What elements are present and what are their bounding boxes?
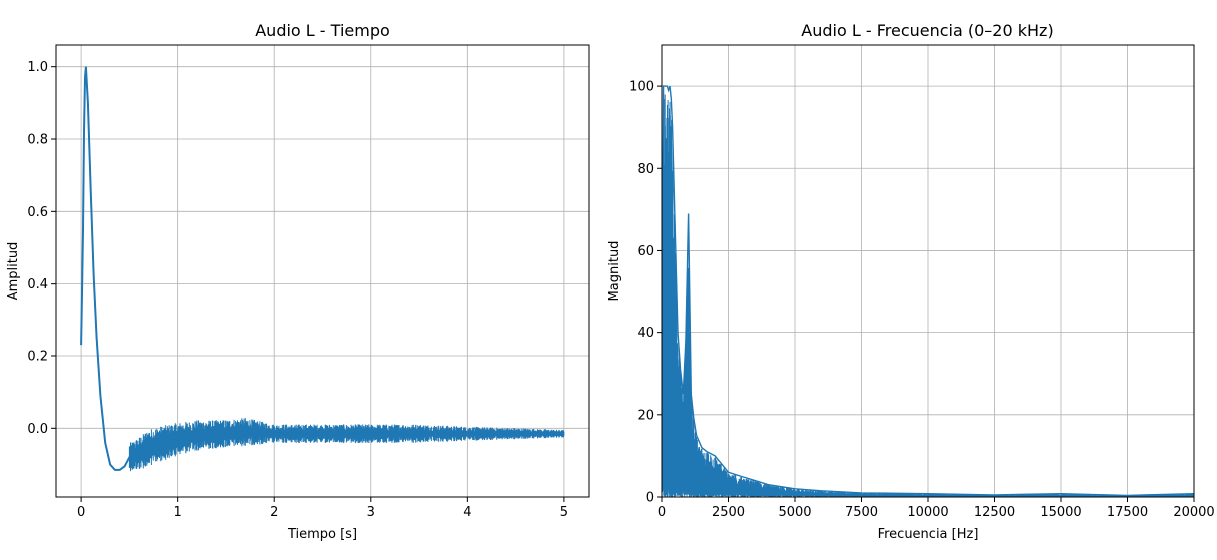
time-xtick-label: 5 [560, 505, 568, 520]
time-xtick-label: 0 [77, 505, 85, 520]
time-plot-frame [55, 44, 590, 498]
frequency-xtick-label: 2500 [712, 505, 745, 520]
time-ylabel: Amplitud [6, 242, 21, 301]
frequency-xlabel: Frecuencia [Hz] [878, 527, 979, 542]
time-series-group [80, 66, 565, 472]
frequency-chart-title: Audio L - Frecuencia (0–20 kHz) [801, 21, 1053, 40]
frequency-ytick-label: 20 [637, 408, 654, 423]
time-ytick-label: 0.6 [27, 205, 48, 220]
time-xtick-label: 4 [463, 505, 471, 520]
frequency-series-group [662, 85, 1194, 497]
frequency-xtick-label: 12500 [974, 505, 1015, 520]
frequency-spectrum-band [662, 93, 1194, 497]
frequency-xtick-label: 15000 [1040, 505, 1081, 520]
time-series-line [80, 66, 564, 471]
time-xtick-label: 3 [367, 505, 375, 520]
time-ytick-label: 0.0 [27, 422, 48, 437]
frequency-xtick-label: 5000 [778, 505, 811, 520]
time-xtick-label: 2 [270, 505, 278, 520]
frequency-xtick-label: 20000 [1173, 505, 1214, 520]
frequency-ytick-label: 0 [646, 491, 654, 506]
frequency-chart: Audio L - Frecuencia (0–20 kHz) 0 2500 500… [607, 21, 1215, 542]
frequency-ytick-label: 100 [629, 80, 654, 95]
time-xtick-label: 1 [174, 505, 182, 520]
frequency-xtick-label: 0 [658, 505, 666, 520]
time-ytick-label: 1.0 [27, 60, 48, 75]
frequency-ytick-label: 60 [637, 244, 654, 259]
time-xlabel: Tiempo [s] [287, 527, 357, 542]
time-ticks: 0 1 2 3 4 5 0.0 0.2 0.4 0.6 0.8 1.0 [27, 60, 568, 520]
frequency-ytick-label: 80 [637, 162, 654, 177]
frequency-xtick-label: 10000 [907, 505, 948, 520]
frequency-series-line [662, 85, 1194, 497]
time-ytick-label: 0.4 [27, 277, 48, 292]
frequency-xtick-label: 7500 [845, 505, 878, 520]
time-ytick-label: 0.2 [27, 349, 48, 364]
frequency-ytick-label: 40 [637, 326, 654, 341]
time-chart: Audio L - Tiempo 0 1 2 3 4 5 0.0 0.2 0.4 0.6 0.8 1.… [6, 21, 590, 542]
frequency-ylabel: Magnitud [607, 241, 622, 302]
frequency-ticks: 0 2500 5000 7500 10000 12500 15000 17500 20000 0 2… [629, 80, 1215, 520]
time-chart-title: Audio L - Tiempo [255, 21, 390, 40]
time-ytick-label: 0.8 [27, 133, 48, 148]
frequency-xtick-label: 17500 [1107, 505, 1148, 520]
